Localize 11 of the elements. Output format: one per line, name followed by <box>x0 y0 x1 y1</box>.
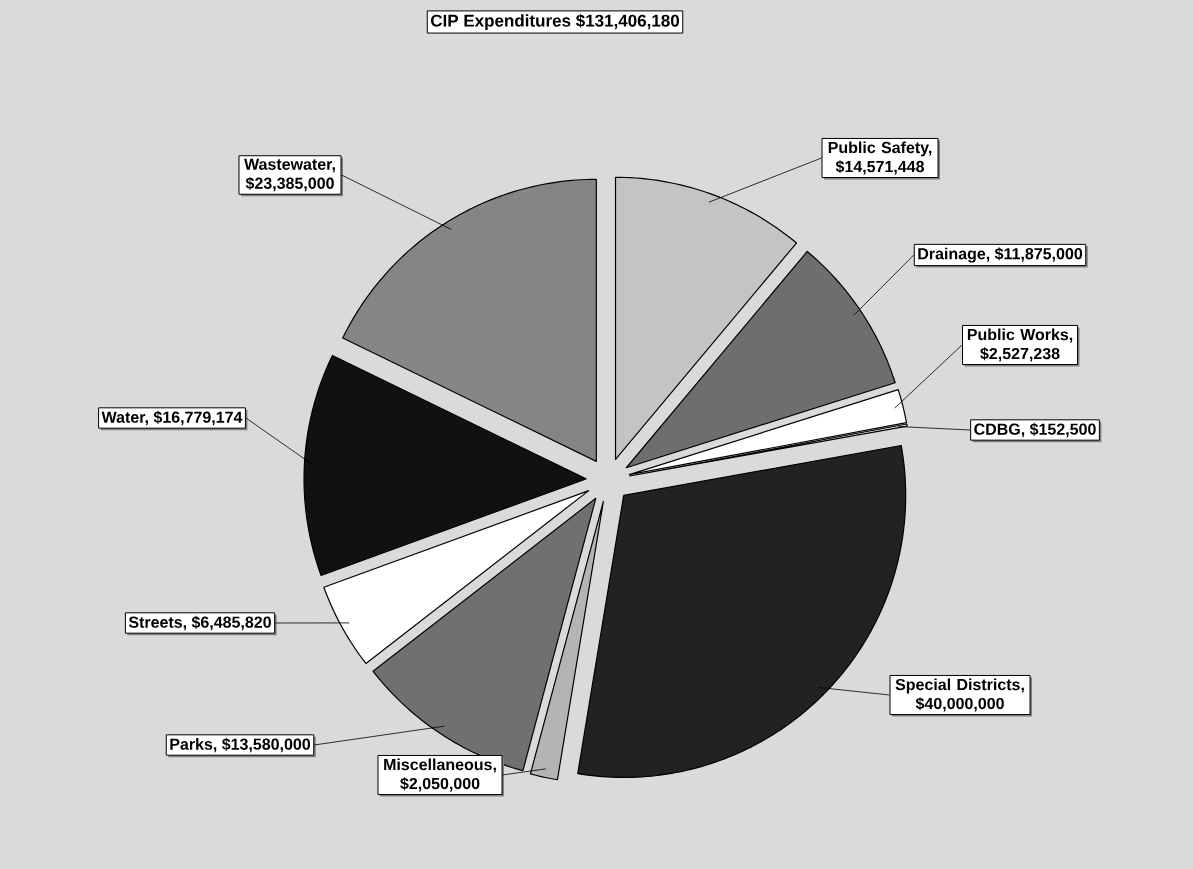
slice-label: Miscellaneous, $2,050,000 <box>384 758 496 792</box>
slice-label: Drainage, $11,875,000 <box>918 247 1083 263</box>
slice-label: CDBG, $152,500 <box>974 422 1096 438</box>
slice-label: Parks, $13,580,000 <box>170 737 311 753</box>
slice-label: Wastewater, $23,385,000 <box>244 158 335 192</box>
chart-title: CIP Expenditures $131,406,180 <box>430 13 680 31</box>
slice-label: Public Works, $2,527,238 <box>967 328 1073 362</box>
slice-label: Special Districts, $40,000,000 <box>895 678 1024 712</box>
slice-label: Water, $16,779,174 <box>101 410 243 426</box>
slice-label: Public Safety, $14,571,448 <box>828 141 932 175</box>
slice-label: Streets, $6,485,820 <box>128 615 271 631</box>
